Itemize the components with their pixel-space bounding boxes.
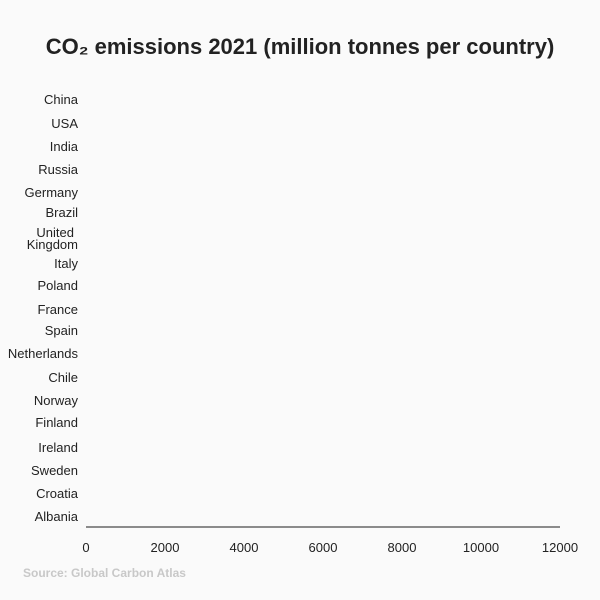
category-label: Germany: [25, 185, 79, 200]
category-label: Italy: [54, 256, 78, 271]
x-tick-label: 12000: [542, 540, 578, 555]
x-tick-label: 8000: [388, 540, 417, 555]
category-label: Finland: [35, 415, 78, 430]
x-tick-label: 10000: [463, 540, 499, 555]
category-label: Sweden: [31, 463, 78, 478]
x-tick-label: 4000: [230, 540, 259, 555]
category-label: Chile: [48, 370, 78, 385]
category-label: Brazil: [45, 205, 78, 220]
category-label: United Kingdom: [27, 225, 78, 252]
category-label: Albania: [35, 509, 79, 524]
category-label: Norway: [34, 393, 79, 408]
source-note: Source: Global Carbon Atlas: [23, 566, 186, 580]
x-tick-label: 0: [82, 540, 89, 555]
category-label: India: [50, 139, 79, 154]
category-label: USA: [51, 116, 78, 131]
category-label: China: [44, 92, 79, 107]
category-label: Netherlands: [8, 346, 79, 361]
category-label: Croatia: [36, 486, 79, 501]
category-label: Ireland: [38, 440, 78, 455]
category-label: Russia: [38, 162, 79, 177]
category-label: Spain: [45, 323, 78, 338]
category-label: France: [38, 302, 78, 317]
chart-title: CO₂ emissions 2021 (million tonnes per c…: [45, 34, 555, 59]
x-tick-label: 6000: [309, 540, 338, 555]
x-tick-label: 2000: [151, 540, 180, 555]
category-label: Poland: [38, 278, 78, 293]
